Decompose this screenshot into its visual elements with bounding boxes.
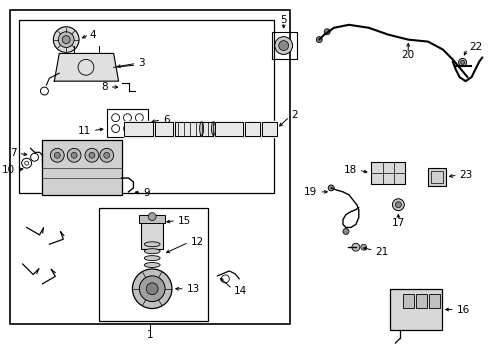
Text: 6: 6 xyxy=(163,115,169,125)
Text: 17: 17 xyxy=(391,217,404,228)
Circle shape xyxy=(460,60,464,64)
Bar xyxy=(19,20,273,193)
Circle shape xyxy=(139,276,165,302)
Text: 21: 21 xyxy=(375,247,388,257)
Bar xyxy=(155,122,173,135)
Circle shape xyxy=(458,58,466,66)
Text: 1: 1 xyxy=(146,330,153,340)
Bar xyxy=(99,208,207,321)
Ellipse shape xyxy=(199,122,203,135)
Circle shape xyxy=(351,243,359,251)
Circle shape xyxy=(53,27,79,53)
Text: 2: 2 xyxy=(291,110,298,120)
Circle shape xyxy=(316,37,322,42)
Circle shape xyxy=(274,37,292,54)
Text: 3: 3 xyxy=(138,58,144,68)
Bar xyxy=(215,122,243,135)
Circle shape xyxy=(342,229,348,234)
Circle shape xyxy=(327,185,333,191)
Text: 12: 12 xyxy=(190,237,203,247)
Bar xyxy=(201,122,213,135)
Bar xyxy=(428,294,439,307)
Text: 5: 5 xyxy=(280,15,286,25)
Circle shape xyxy=(395,202,401,208)
Circle shape xyxy=(50,148,64,162)
Bar xyxy=(10,10,289,324)
Bar xyxy=(415,294,426,307)
Circle shape xyxy=(132,269,172,309)
Circle shape xyxy=(391,199,404,211)
Bar xyxy=(123,122,153,135)
Text: 9: 9 xyxy=(143,188,150,198)
Circle shape xyxy=(324,29,329,35)
Ellipse shape xyxy=(211,122,215,135)
Text: 7: 7 xyxy=(10,148,17,158)
Text: 16: 16 xyxy=(456,305,469,315)
Circle shape xyxy=(54,152,60,158)
Text: 14: 14 xyxy=(234,286,247,296)
Bar xyxy=(106,109,148,136)
Ellipse shape xyxy=(144,262,160,267)
Circle shape xyxy=(360,244,366,250)
Circle shape xyxy=(58,32,74,48)
Circle shape xyxy=(62,36,70,44)
Bar xyxy=(427,168,445,186)
Text: 8: 8 xyxy=(101,82,107,92)
Circle shape xyxy=(148,213,156,221)
Ellipse shape xyxy=(144,242,160,247)
Circle shape xyxy=(103,152,109,158)
Bar xyxy=(175,122,199,135)
Text: 13: 13 xyxy=(186,284,200,294)
Ellipse shape xyxy=(144,249,160,254)
Bar xyxy=(42,140,122,195)
Bar xyxy=(403,294,413,307)
Bar xyxy=(141,215,163,249)
Text: 19: 19 xyxy=(304,187,317,197)
Circle shape xyxy=(71,152,77,158)
Ellipse shape xyxy=(144,256,160,261)
Text: 15: 15 xyxy=(178,216,191,225)
Text: 4: 4 xyxy=(90,30,96,40)
Text: 11: 11 xyxy=(78,126,91,136)
Bar xyxy=(370,162,405,184)
Polygon shape xyxy=(54,54,118,81)
Bar xyxy=(430,171,442,183)
Bar xyxy=(139,215,165,222)
Bar xyxy=(389,289,441,330)
Text: 23: 23 xyxy=(459,170,472,180)
Polygon shape xyxy=(123,121,276,136)
Circle shape xyxy=(278,41,288,50)
Circle shape xyxy=(85,148,99,162)
Text: 22: 22 xyxy=(468,41,482,51)
Circle shape xyxy=(146,283,158,295)
Circle shape xyxy=(100,148,113,162)
Circle shape xyxy=(89,152,95,158)
Circle shape xyxy=(67,148,81,162)
Text: 10: 10 xyxy=(1,165,15,175)
Bar xyxy=(244,122,260,135)
Text: 20: 20 xyxy=(401,50,414,60)
Polygon shape xyxy=(42,140,122,195)
Bar xyxy=(262,122,276,135)
Text: 18: 18 xyxy=(343,165,356,175)
Bar xyxy=(271,32,296,59)
